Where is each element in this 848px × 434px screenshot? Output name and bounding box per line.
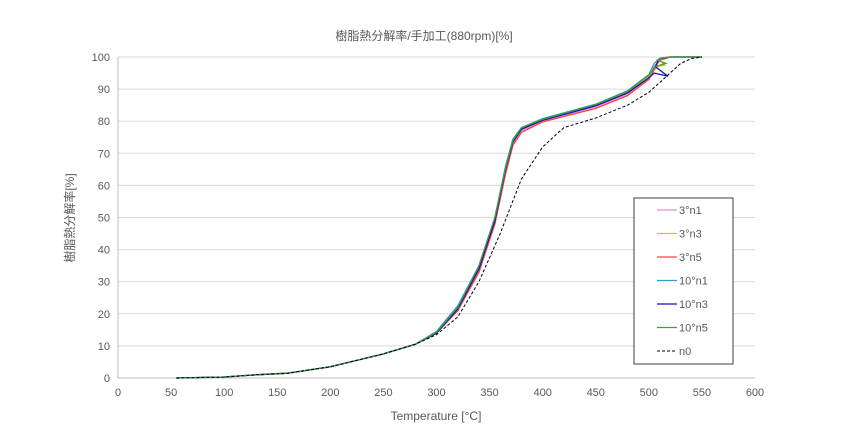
y-tick-label: 90 — [98, 84, 110, 96]
x-tick-label: 200 — [321, 387, 339, 399]
x-tick-label: 500 — [640, 387, 658, 399]
legend-label: 10°n5 — [679, 323, 708, 335]
x-tick-label: 250 — [374, 387, 392, 399]
y-tick-label: 10 — [98, 341, 110, 353]
y-tick-label: 30 — [98, 277, 110, 289]
x-tick-label: 350 — [480, 387, 498, 399]
x-tick-label: 600 — [746, 387, 764, 399]
series-line-n0 — [176, 56, 702, 379]
legend-label: 3°n1 — [679, 205, 702, 217]
y-axis-label: 樹脂熱分解率[%] — [62, 173, 77, 262]
x-axis-label: Temperature [°C] — [391, 409, 482, 423]
x-tick-label: 450 — [587, 387, 605, 399]
legend-label: 10°n3 — [679, 299, 708, 311]
x-tick-label: 400 — [533, 387, 551, 399]
y-tick-label: 80 — [98, 116, 110, 128]
legend-label: 10°n1 — [679, 276, 708, 288]
x-tick-label: 150 — [268, 387, 286, 399]
y-tick-label: 60 — [98, 180, 110, 192]
chart-title: 樹脂熱分解率/手加工(880rpm)[%] — [335, 28, 512, 43]
legend-label: 3°n3 — [679, 229, 702, 241]
y-tick-label: 100 — [92, 52, 110, 64]
x-tick-label: 550 — [693, 387, 711, 399]
legend-label: n0 — [679, 346, 691, 358]
y-tick-label: 0 — [104, 373, 110, 385]
x-tick-label: 100 — [215, 387, 233, 399]
legend: 3°n1 3°n3 3°n5 10°n1 10°n3 10°n5 n0 — [633, 197, 734, 365]
x-tick-label: 300 — [427, 387, 445, 399]
x-tick-label: 0 — [115, 387, 121, 399]
y-tick-label: 40 — [98, 245, 110, 257]
y-tick-label: 70 — [98, 148, 110, 160]
x-tick-label: 50 — [165, 387, 177, 399]
y-tick-label: 50 — [98, 213, 110, 225]
y-tick-label: 20 — [98, 309, 110, 321]
legend-label: 3°n5 — [679, 252, 702, 264]
